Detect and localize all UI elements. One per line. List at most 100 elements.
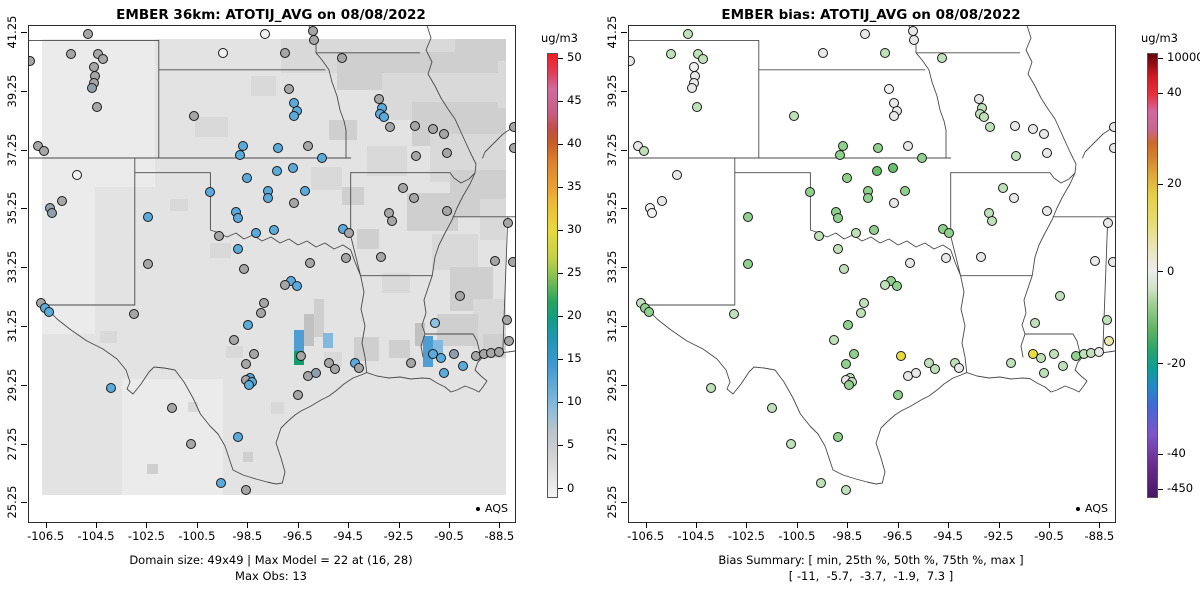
x-axis-tick — [948, 522, 950, 528]
x-axis-label: -96.5 — [882, 529, 913, 543]
station-dot — [916, 153, 927, 163]
station-dot — [656, 195, 667, 206]
station-dot — [832, 212, 843, 223]
x-axis-label: -92.5 — [983, 529, 1014, 543]
station-dot — [304, 257, 315, 268]
y-axis-label: 31.25 — [605, 309, 619, 343]
station-dot — [91, 102, 102, 113]
raster-patch — [322, 332, 334, 348]
station-dot — [1038, 367, 1049, 378]
y-axis-label: 25.25 — [5, 486, 19, 519]
station-dot — [295, 351, 306, 362]
station-dot — [232, 212, 243, 223]
station-dot — [817, 48, 828, 59]
station-dot — [105, 383, 116, 394]
x-axis-tick — [247, 522, 249, 528]
station-dot — [834, 150, 845, 161]
raster-patch — [187, 402, 198, 413]
colorbar-tick-label: -20 — [1167, 355, 1186, 370]
raster-patch — [311, 166, 342, 191]
station-dot — [1055, 291, 1066, 302]
colorbar-tick — [558, 488, 563, 490]
station-dot — [429, 317, 440, 328]
station-dot — [448, 349, 459, 360]
station-dot — [691, 102, 702, 113]
station-dot — [832, 244, 843, 255]
colorbar-tick-label: 20 — [567, 308, 582, 323]
colorbar-tick-label: 0 — [567, 480, 575, 495]
station-dot — [1009, 120, 1020, 131]
colorbar-tick-label: 50 — [567, 50, 582, 65]
station-dot — [1109, 142, 1115, 153]
caption-line1: Domain size: 49x49 | Max Model = 22 at (… — [129, 553, 413, 567]
station-dot — [883, 83, 894, 94]
colorbar-model — [547, 53, 558, 498]
colorbar-tick-label: 30 — [567, 222, 582, 237]
x-axis-label: -106.5 — [27, 529, 65, 543]
station-dot — [507, 257, 515, 268]
station-dot — [686, 83, 697, 94]
x-axis-tick — [96, 522, 98, 528]
raster-patch — [122, 378, 224, 495]
station-dot — [742, 259, 753, 270]
y-axis-label: 25.25 — [605, 486, 619, 519]
station-dot — [405, 357, 416, 368]
colorbar-unit-label: ug/m3 — [541, 31, 578, 45]
station-dot — [887, 163, 898, 173]
x-axis-tick — [297, 522, 299, 528]
colorbar-tick — [558, 229, 563, 231]
x-axis-tick — [696, 522, 698, 528]
station-dot — [288, 197, 299, 208]
y-axis-tick — [21, 149, 27, 151]
station-dot — [288, 110, 299, 121]
station-dot — [299, 185, 310, 196]
station-dot — [785, 439, 796, 450]
x-axis-label: -102.5 — [727, 529, 765, 543]
panel-model: EMBER 36km: ATOTIJ_AVG on 08/08/2022 AQS… — [5, 7, 582, 583]
station-dot — [858, 297, 869, 308]
station-dot — [888, 110, 899, 121]
station-dot — [868, 225, 879, 236]
station-dot — [813, 230, 824, 241]
station-dot — [142, 212, 153, 223]
y-axis-tick — [621, 502, 627, 504]
x-axis-tick — [448, 522, 450, 528]
station-dot — [279, 48, 290, 59]
colorbar-tick — [558, 358, 563, 360]
station-dot — [213, 230, 224, 241]
station-dot — [316, 153, 327, 163]
station-dot — [728, 309, 739, 320]
station-dot — [271, 165, 282, 176]
colorbar-tick-label: 40 — [1167, 85, 1182, 100]
aqs-dot-icon — [1076, 506, 1081, 511]
aqs-legend-label: AQS — [1085, 502, 1108, 515]
y-axis-tick — [621, 326, 627, 328]
y-axis-label: 29.25 — [605, 368, 619, 402]
aqs-dot-icon — [476, 506, 481, 511]
colorbar-tick-label: 0 — [1167, 263, 1175, 278]
station-dot — [56, 195, 67, 206]
y-axis-tick — [621, 149, 627, 151]
station-dot — [188, 110, 199, 121]
raster-patch — [356, 228, 380, 250]
station-dot — [409, 120, 420, 131]
colorbar-tick — [1158, 488, 1163, 490]
station-dot — [232, 432, 243, 443]
station-dot — [665, 48, 676, 59]
x-axis-tick — [746, 522, 748, 528]
colorbar-tick-label: 5 — [567, 437, 575, 452]
station-dot — [904, 257, 915, 268]
raster-patch — [313, 299, 324, 338]
caption-line2: Max Obs: 13 — [235, 569, 307, 583]
station-dot — [272, 143, 283, 153]
state-borders-map — [629, 26, 1115, 485]
station-dot — [841, 173, 852, 183]
station-dot — [97, 53, 108, 64]
station-dot — [142, 259, 153, 270]
raster-patch — [170, 199, 188, 211]
colorbar-tick — [558, 57, 563, 59]
station-dot — [232, 244, 243, 255]
station-dot — [248, 349, 259, 360]
colorbar-tick-label: -450 — [1167, 481, 1194, 496]
